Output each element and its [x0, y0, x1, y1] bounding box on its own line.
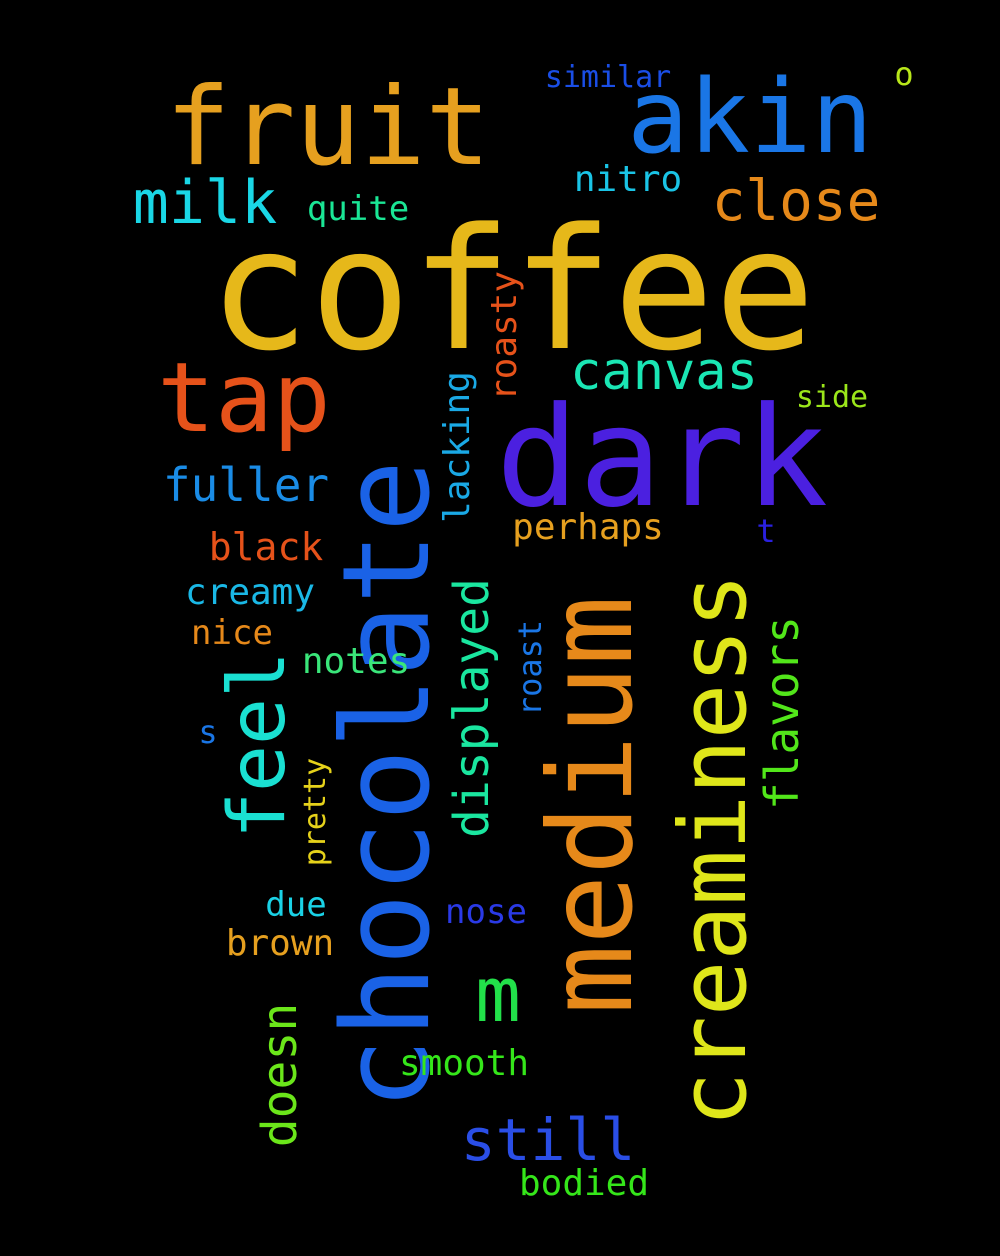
word-flavors: flavors [755, 616, 809, 810]
word-close: close [711, 169, 881, 234]
word-coffee: coffee [208, 192, 816, 388]
word-roasty: roasty [484, 270, 525, 402]
word-side: side [795, 380, 869, 415]
word-doesn: doesn [252, 1002, 308, 1148]
word-t: t [756, 512, 776, 550]
word-chocolate: chocolate [318, 459, 457, 1111]
word-lacking: lacking [437, 371, 478, 523]
word-tap: tap [157, 342, 331, 454]
word-creamy: creamy [184, 572, 316, 613]
word-displayed: displayed [444, 577, 500, 839]
word-nose: nose [445, 892, 527, 932]
word-s: s [198, 713, 218, 751]
word-pretty: pretty [298, 757, 333, 867]
word-medium: medium [524, 595, 659, 1015]
word-creaminess: creaminess [660, 573, 767, 1127]
word-feel: feel [213, 651, 303, 839]
word-still: still [460, 1106, 636, 1174]
word-akin: akin [627, 58, 873, 177]
word-m: m [475, 950, 521, 1039]
word-o: o [894, 55, 914, 93]
word-roast: roast [511, 619, 549, 717]
word-nice: nice [191, 613, 273, 653]
word-similar: similar [544, 60, 672, 95]
word-fuller: fuller [162, 458, 330, 512]
word-black: black [208, 525, 324, 569]
word-bodied: bodied [518, 1163, 650, 1204]
word-fruit: fruit [165, 65, 491, 190]
word-smooth: smooth [398, 1043, 530, 1084]
word-dark: dark [495, 377, 829, 538]
word-quite: quite [306, 189, 410, 229]
word-due: due [265, 885, 327, 925]
word-perhaps: perhaps [512, 507, 664, 548]
word-notes: notes [301, 641, 411, 682]
word-milk: milk [132, 168, 278, 238]
word-canvas: canvas [570, 342, 758, 402]
word-nitro: nitro [573, 159, 683, 200]
word-brown: brown [225, 923, 335, 964]
